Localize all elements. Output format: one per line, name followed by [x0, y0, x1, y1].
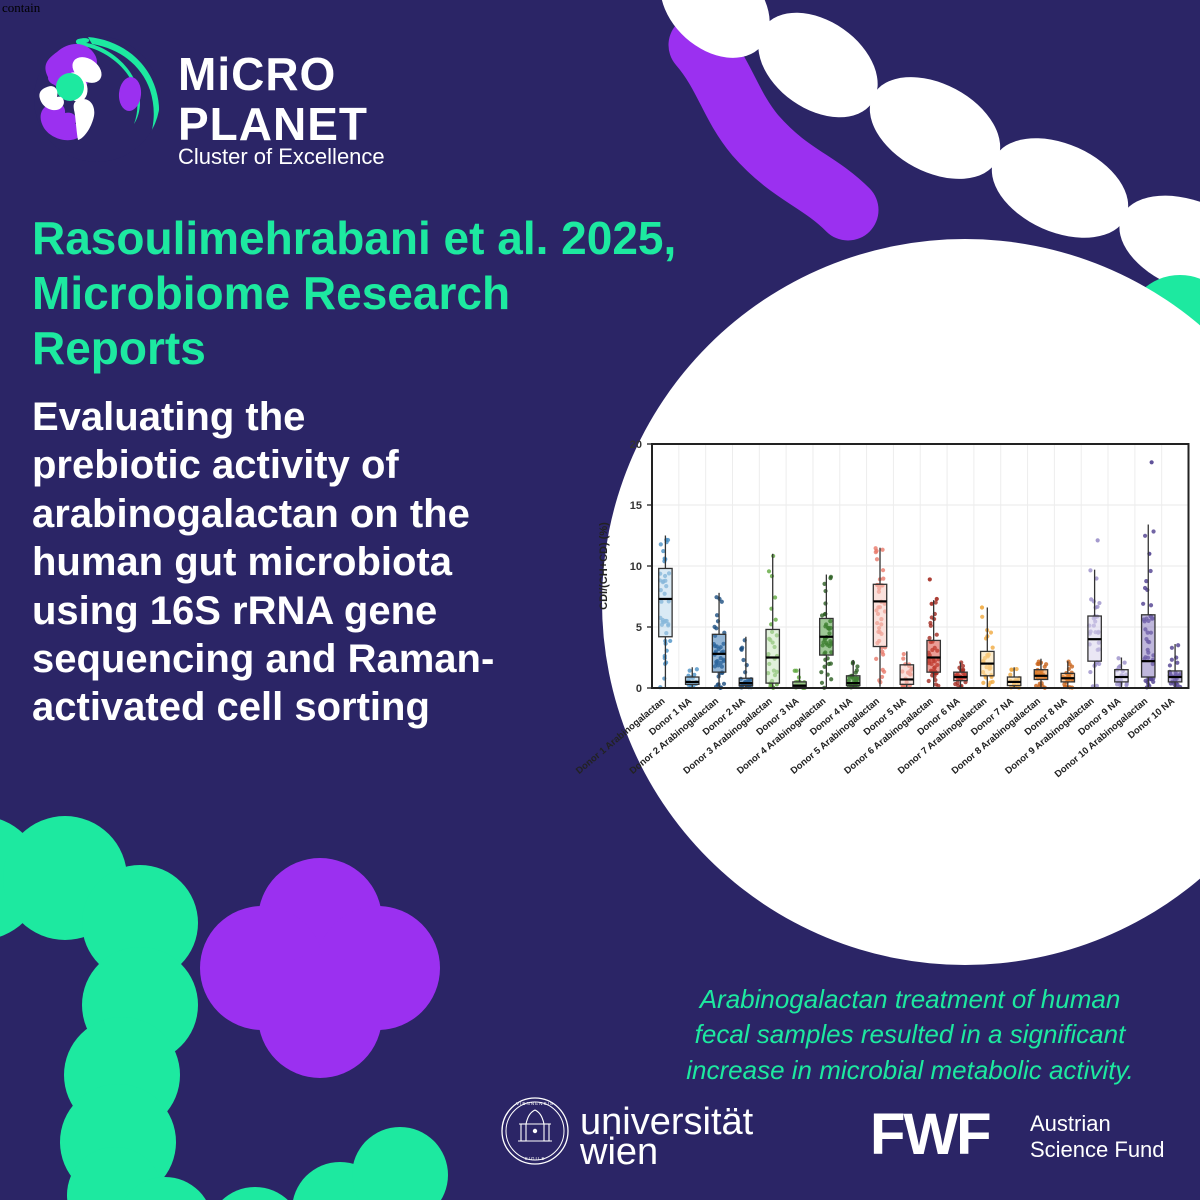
- svg-text:Science Fund: Science Fund: [1030, 1137, 1165, 1162]
- svg-text:SIGILS: SIGILS: [525, 1156, 546, 1161]
- svg-text:Austrian: Austrian: [1030, 1111, 1111, 1136]
- svg-text:0: 0: [636, 683, 642, 695]
- svg-text:20: 20: [630, 439, 642, 451]
- svg-text:wien: wien: [579, 1131, 658, 1169]
- svg-text:FWF: FWF: [870, 1102, 990, 1167]
- svg-text:CDI/(CH+CD) (%): CDI/(CH+CD) (%): [598, 522, 610, 610]
- svg-text:Cluster of Excellence: Cluster of Excellence: [178, 144, 385, 167]
- svg-text:15: 15: [630, 500, 642, 512]
- svg-text:PLANET: PLANET: [178, 98, 368, 150]
- svg-text:10: 10: [630, 561, 642, 573]
- svg-text:MiCRO: MiCRO: [178, 48, 336, 100]
- svg-text:5: 5: [636, 622, 642, 634]
- svg-text:VIENNENSIS: VIENNENSIS: [516, 1101, 554, 1106]
